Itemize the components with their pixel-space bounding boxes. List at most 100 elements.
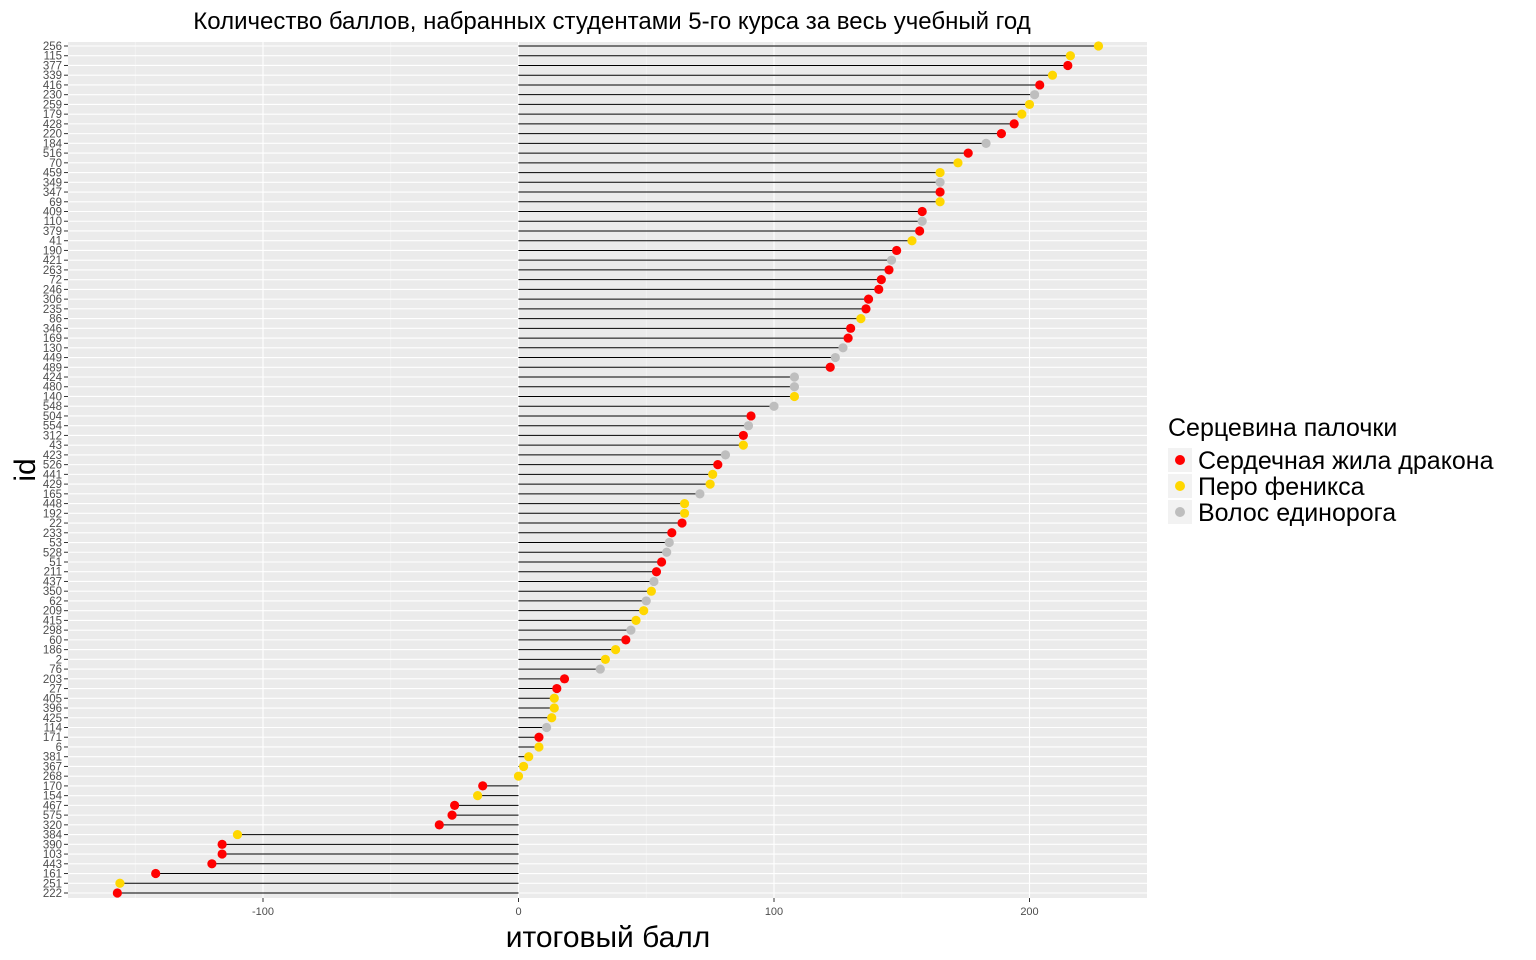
- lollipop-dot: [207, 859, 217, 869]
- lollipop-dot: [935, 187, 945, 197]
- legend-title: Серцевина палочки: [1168, 414, 1397, 442]
- legend-label-dragon: Сердечная жила дракона: [1198, 447, 1494, 475]
- lollipop-dot: [743, 421, 754, 431]
- y-tick-label: 349: [43, 177, 62, 189]
- y-tick-label: 190: [43, 245, 62, 257]
- lollipop-dot: [1063, 60, 1073, 71]
- lollipop-dot: [713, 460, 723, 470]
- lollipop-dot: [651, 567, 662, 577]
- y-tick-label: 222: [43, 888, 62, 900]
- lollipop-dot: [115, 878, 125, 888]
- y-tick-label: 62: [49, 596, 62, 608]
- y-tick-label: 384: [43, 830, 63, 842]
- y-tick-label: 423: [43, 450, 62, 462]
- y-tick-label: 170: [43, 781, 62, 793]
- lollipop-dots: [112, 41, 1104, 898]
- lollipop-dot: [151, 868, 161, 879]
- y-tick-label: 421: [43, 255, 62, 267]
- y-tick-label: 415: [43, 615, 62, 627]
- y-tick-label: 548: [43, 401, 62, 413]
- y-tick-label: 347: [43, 187, 62, 199]
- lollipop-dot: [935, 197, 945, 207]
- y-tick-label: 379: [43, 226, 62, 238]
- y-tick-label: 230: [43, 90, 62, 102]
- lollipop-dot: [649, 576, 659, 587]
- y-tick-label: 86: [49, 314, 62, 326]
- y-tick-label: 467: [43, 800, 62, 812]
- y-tick-label: 259: [43, 99, 62, 111]
- lollipop-dot: [217, 839, 227, 849]
- lollipop-dot: [549, 703, 559, 713]
- lollipop-dot: [646, 586, 656, 596]
- lollipop-dot: [595, 664, 605, 674]
- y-tick-label: 6: [56, 742, 62, 754]
- y-tick-label: 306: [43, 294, 62, 306]
- lollipop-dot: [917, 206, 927, 217]
- y-tick-label: 70: [49, 158, 62, 170]
- lollipop-dot: [1009, 119, 1019, 129]
- y-tick-label: 367: [43, 761, 62, 773]
- lollipop-dot: [549, 693, 559, 703]
- lollipop-dot: [746, 411, 756, 421]
- y-tick-label: 27: [49, 684, 62, 696]
- lollipop-dot: [738, 430, 748, 441]
- lollipop-dot: [981, 138, 991, 148]
- y-tick-label: 312: [43, 430, 62, 442]
- lollipop-dot: [838, 343, 848, 353]
- lollipop-dot: [1035, 80, 1045, 90]
- y-tick-label: 443: [43, 859, 62, 871]
- y-tick-label: 298: [43, 625, 62, 637]
- lollipop-dot: [662, 547, 672, 557]
- lollipop-dot: [935, 167, 945, 178]
- lollipop-dot: [789, 372, 800, 382]
- y-tick-label: 350: [43, 586, 62, 598]
- y-tick-label: 390: [43, 839, 62, 851]
- y-tick-label: 165: [43, 489, 62, 501]
- y-tick-label: 233: [43, 528, 62, 540]
- y-tick-label: 416: [43, 80, 62, 92]
- lollipop-dot: [513, 771, 524, 781]
- lollipop-dot: [1024, 99, 1035, 110]
- lollipop-dot: [915, 226, 925, 236]
- lollipop-dot: [434, 820, 444, 830]
- y-tick-label: 489: [43, 362, 62, 374]
- chart-title: Количество баллов, набранных студентами …: [193, 8, 1030, 35]
- lollipop-dot: [447, 810, 457, 820]
- lollipop-dot: [789, 382, 800, 392]
- y-tick-label: 339: [43, 70, 62, 82]
- y-tick-label: 554: [43, 421, 63, 433]
- lollipop-dot: [631, 615, 641, 626]
- legend: Серцевина палочки Сердечная жила дракона…: [1168, 414, 1494, 527]
- lollipop-dot: [856, 313, 866, 324]
- y-tick-label: 114: [44, 722, 63, 734]
- lollipop-dot: [886, 255, 897, 265]
- y-tick-label: 51: [49, 557, 62, 569]
- y-tick-label: 110: [44, 216, 62, 228]
- lollipop-dot: [667, 528, 677, 538]
- y-tick-label: 448: [43, 499, 62, 511]
- lollipop-dot: [1065, 51, 1075, 61]
- y-tick-label: 60: [49, 635, 62, 647]
- lollipop-dot: [863, 294, 874, 304]
- lollipop-dot: [789, 391, 800, 402]
- lollipop-dot: [720, 450, 731, 460]
- lollipop-dot: [679, 498, 690, 509]
- lollipop-dot: [892, 245, 902, 256]
- lollipop-dot: [846, 323, 856, 333]
- lollipop-dot: [738, 440, 748, 450]
- lollipop-dot: [935, 177, 945, 187]
- y-tick-label: 186: [43, 645, 62, 657]
- lollipop-dot: [534, 732, 544, 742]
- lollipop-dot: [874, 284, 884, 294]
- lollipop-dot: [621, 635, 631, 645]
- y-tick-label: 209: [43, 606, 62, 618]
- legend-key-dragon: [1175, 455, 1185, 465]
- legend-key-phoenix: [1175, 481, 1185, 491]
- lollipop-dot: [825, 362, 835, 372]
- y-tick-label: 140: [43, 391, 62, 403]
- lollipop-dot: [708, 469, 718, 479]
- y-tick-label: 256: [43, 41, 62, 53]
- lollipop-dot: [473, 791, 483, 801]
- x-axis-ticks: -100 0 100 200: [252, 898, 1039, 918]
